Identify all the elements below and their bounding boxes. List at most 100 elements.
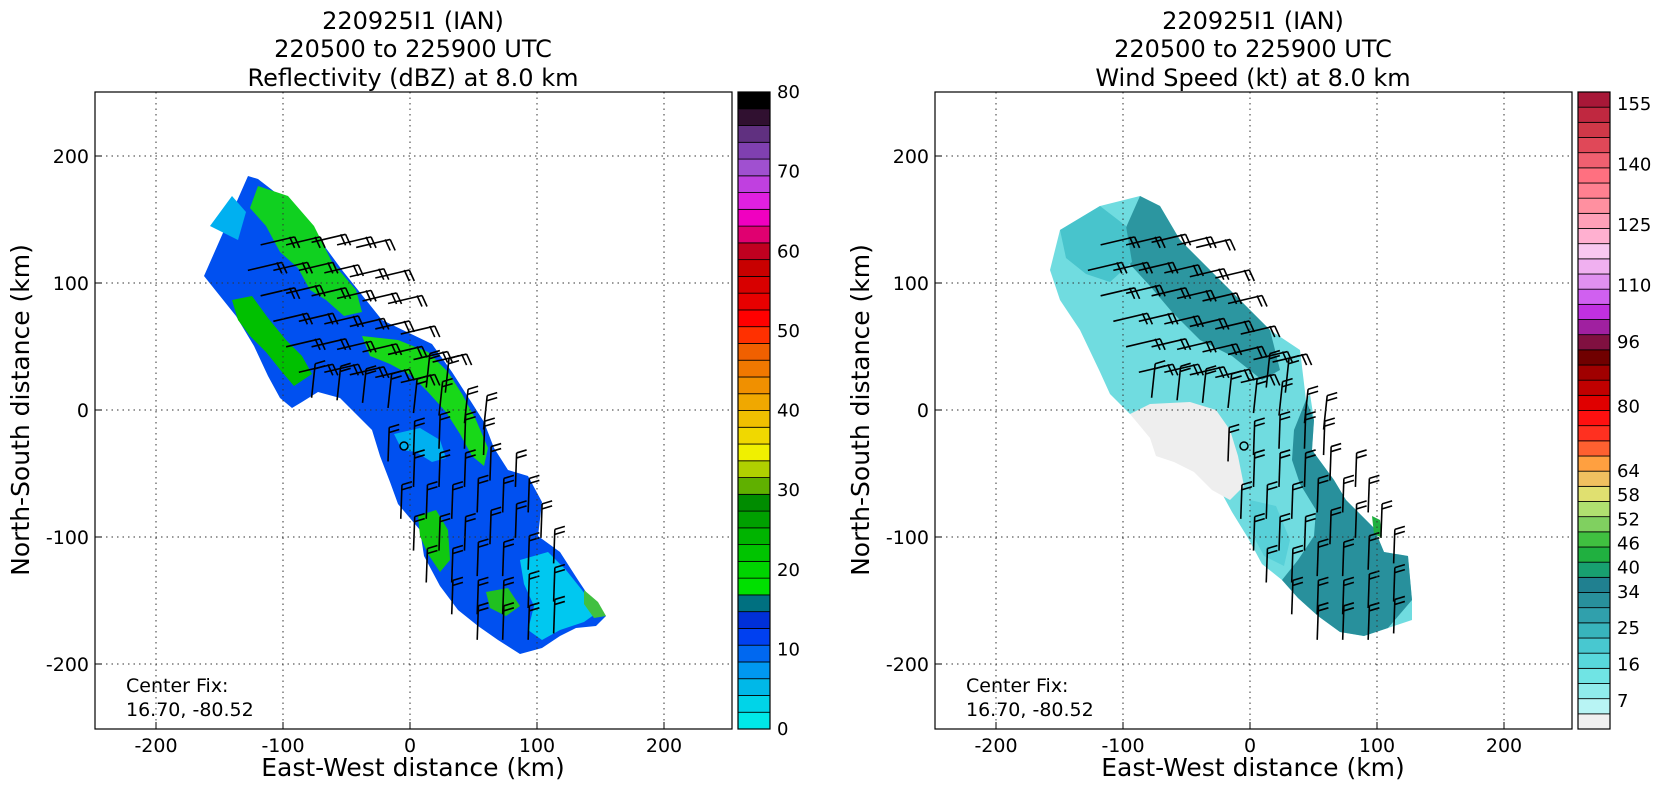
center-fix-value: 16.70, -80.52 bbox=[126, 699, 254, 721]
wind-barb bbox=[463, 512, 476, 551]
colorbar-segment bbox=[1577, 698, 1611, 715]
wind-barb bbox=[1392, 563, 1406, 602]
colorbar-segment bbox=[1577, 470, 1611, 487]
wind-barb bbox=[438, 410, 451, 449]
panel-title-line-1: 220925I1 (IAN) bbox=[322, 7, 504, 35]
wind-speed-axis-ticks bbox=[935, 155, 1505, 729]
y-tick-label: -100 bbox=[886, 527, 929, 549]
colorbar-segment bbox=[1577, 576, 1611, 593]
colorbar-tick-label: 50 bbox=[777, 321, 800, 342]
colorbar-segment bbox=[737, 443, 771, 462]
wind-barb bbox=[1278, 449, 1291, 487]
wind-barb bbox=[1290, 576, 1304, 615]
wind-barb bbox=[463, 449, 476, 487]
wind-barb bbox=[450, 576, 464, 615]
wind-barb bbox=[450, 544, 464, 583]
wind-barb bbox=[1367, 602, 1380, 640]
wind-barb bbox=[1215, 320, 1256, 333]
colorbar-tick-label: 96 bbox=[1617, 332, 1640, 353]
wind-barb bbox=[1303, 410, 1316, 449]
wind-barb bbox=[540, 500, 553, 538]
colorbar-segment bbox=[737, 292, 771, 311]
colorbar-segment bbox=[737, 393, 771, 411]
wind-barb bbox=[1150, 359, 1166, 398]
y-tick-label: -200 bbox=[886, 654, 929, 676]
colorbar-segment bbox=[1577, 683, 1611, 700]
colorbar-segment bbox=[737, 343, 771, 361]
colorbar-segment bbox=[737, 359, 771, 378]
wind-barb bbox=[1341, 602, 1355, 640]
wind-barb bbox=[1278, 410, 1291, 449]
echo-band-green-4 bbox=[418, 510, 450, 572]
x-tick-label: 200 bbox=[1486, 735, 1522, 757]
colorbar-segment bbox=[737, 158, 771, 177]
wind-barb bbox=[438, 512, 451, 551]
wind-barb bbox=[527, 570, 540, 608]
echo-band-green-6 bbox=[584, 590, 606, 618]
wind-barb bbox=[413, 350, 454, 363]
panel-title-line-1: 220925I1 (IAN) bbox=[1162, 7, 1344, 35]
wind-barb bbox=[1240, 325, 1281, 338]
wind-barb bbox=[1316, 538, 1329, 577]
colorbar-tick-label: 30 bbox=[777, 480, 800, 501]
colorbar-segment bbox=[1577, 667, 1611, 684]
colorbar-segment bbox=[1577, 334, 1611, 351]
colorbar-segment bbox=[737, 175, 771, 193]
wind-barb bbox=[361, 365, 377, 403]
colorbar-segment bbox=[737, 477, 771, 495]
colorbar-tick-label: 155 bbox=[1617, 94, 1651, 115]
wind-speed-field bbox=[1050, 196, 1412, 636]
colorbar-tick-label: 110 bbox=[1617, 276, 1651, 297]
wind-barb bbox=[450, 481, 464, 519]
colorbar-segment bbox=[737, 225, 771, 244]
x-tick-label: 200 bbox=[646, 735, 682, 757]
echo-region-blue bbox=[204, 176, 606, 654]
colorbar-segment bbox=[1577, 319, 1611, 336]
reflectivity-barbs bbox=[247, 233, 566, 640]
wind-barb bbox=[463, 410, 476, 449]
colorbar-segment bbox=[737, 410, 771, 428]
wind-barb bbox=[1189, 267, 1230, 281]
x-tick-label: 0 bbox=[404, 735, 416, 757]
wind-barb bbox=[310, 359, 326, 398]
storm-center-marker bbox=[399, 441, 409, 451]
colorbar-segment bbox=[737, 661, 771, 680]
wind-barb bbox=[1239, 481, 1253, 519]
wind-barb bbox=[1303, 449, 1316, 487]
colorbar-segment bbox=[1577, 561, 1611, 578]
colorbar-tick-label: 80 bbox=[777, 82, 800, 103]
colorbar-segment bbox=[1577, 167, 1611, 184]
colorbar-tick-label: 16 bbox=[1617, 654, 1640, 675]
wind-barb bbox=[438, 377, 453, 416]
panel-title-line-3: Wind Speed (kt) at 8.0 km bbox=[1095, 64, 1410, 92]
y-tick-label: 0 bbox=[77, 400, 89, 422]
colorbar-segment bbox=[1577, 516, 1611, 533]
wind-region-pale bbox=[1130, 402, 1244, 500]
y-axis-label: North-South distance (km) bbox=[846, 244, 875, 576]
colorbar-segment bbox=[1577, 485, 1611, 502]
colorbar-tick-label: 7 bbox=[1617, 691, 1628, 712]
wind-barb bbox=[387, 345, 428, 358]
colorbar-segment bbox=[737, 460, 771, 478]
y-tick-label: 0 bbox=[917, 400, 929, 422]
colorbar-segment bbox=[737, 527, 771, 546]
wind-barb bbox=[501, 474, 515, 513]
colorbar-segment bbox=[737, 125, 771, 143]
colorbar-segment bbox=[737, 259, 771, 277]
wind-barb bbox=[1176, 236, 1217, 249]
wind-barb bbox=[1316, 576, 1329, 615]
colorbar-segment bbox=[737, 242, 771, 261]
wind-barb bbox=[1227, 423, 1240, 462]
colorbar-tick-label: 60 bbox=[777, 241, 800, 262]
wind-barb bbox=[527, 602, 540, 640]
colorbar-segment bbox=[737, 141, 771, 160]
colorbar-segment bbox=[737, 695, 771, 713]
y-tick-label: -100 bbox=[46, 527, 89, 549]
colorbar-segment bbox=[737, 309, 771, 328]
wind-barb bbox=[527, 531, 540, 570]
colorbar-segment bbox=[737, 108, 771, 126]
x-tick-label: -200 bbox=[974, 735, 1017, 757]
colorbar-tick-label: 58 bbox=[1617, 485, 1640, 506]
x-tick-label: 0 bbox=[1244, 735, 1256, 757]
